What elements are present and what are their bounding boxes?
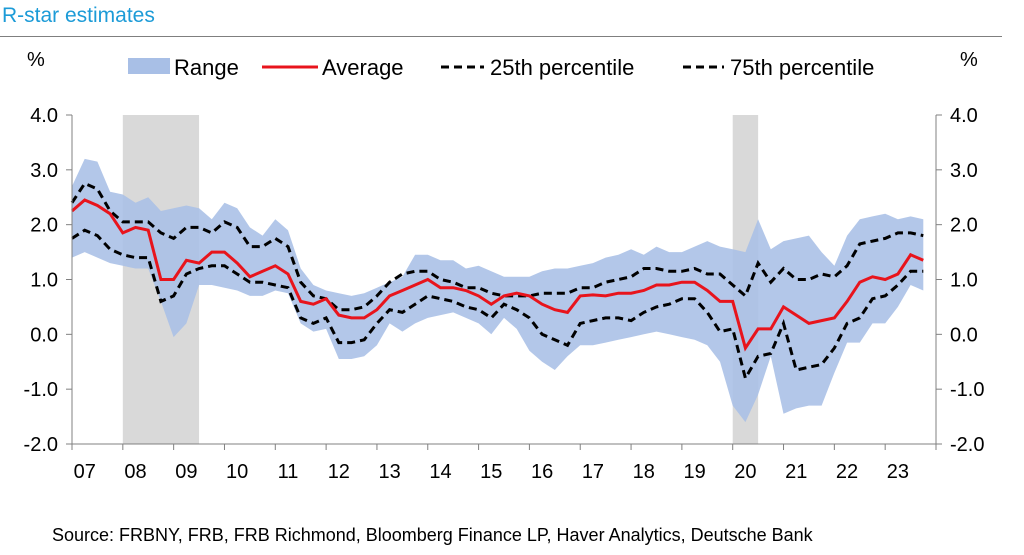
left-unit-label: %	[27, 49, 45, 71]
x-tick-label: 16	[531, 461, 553, 483]
x-tick-label: 21	[785, 461, 807, 483]
left-y-tick-label: 3.0	[30, 160, 58, 182]
right-y-tick-label: 3.0	[950, 160, 978, 182]
legend-label: 75th percentile	[730, 55, 874, 80]
x-tick-label: 14	[429, 461, 451, 483]
left-y-tick-label: -1.0	[24, 379, 58, 401]
x-tick-label: 20	[734, 461, 756, 483]
25th-percentile-line	[71, 228, 924, 383]
chart-title: R-star estimates	[2, 4, 155, 27]
legend-label: Average	[322, 55, 404, 80]
x-tick-label: 11	[278, 461, 299, 483]
right-y-tick-label: 2.0	[950, 215, 978, 237]
x-tick-label: 22	[836, 461, 858, 483]
right-y-tick-label: 4.0	[950, 105, 978, 127]
x-tick-label: 23	[887, 461, 909, 483]
legend-label: Range	[174, 55, 239, 80]
x-tick-label: 12	[328, 461, 350, 483]
x-tick-label: 18	[633, 461, 655, 483]
x-tick-label: 10	[226, 461, 248, 483]
right-y-tick-label: 1.0	[950, 270, 978, 292]
left-y-tick-label: 1.0	[30, 270, 58, 292]
legend-range-swatch	[128, 58, 170, 74]
range-band	[72, 158, 924, 423]
x-tick-label: 15	[480, 461, 502, 483]
x-tick-label: 19	[683, 461, 705, 483]
75th-percentile-line	[70, 181, 924, 312]
x-tick-label: 09	[175, 461, 197, 483]
x-tick-label: 13	[379, 461, 401, 483]
right-y-tick-label: -1.0	[950, 379, 984, 401]
average-line	[71, 198, 924, 352]
legend-label: 25th percentile	[490, 55, 634, 80]
x-tick-label: 07	[74, 461, 96, 483]
right-y-tick-label: -2.0	[950, 434, 984, 456]
left-y-tick-label: 4.0	[30, 105, 58, 127]
right-unit-label: %	[960, 49, 978, 71]
source-note: Source: FRBNY, FRB, FRB Richmond, Bloomb…	[52, 525, 813, 545]
left-y-tick-label: 2.0	[30, 215, 58, 237]
left-y-tick-label: -2.0	[24, 434, 58, 456]
x-tick-label: 08	[124, 461, 146, 483]
left-y-tick-label: 0.0	[30, 324, 58, 346]
x-tick-label: 17	[582, 461, 604, 483]
title-divider	[0, 36, 1002, 37]
right-y-tick-label: 0.0	[950, 324, 978, 346]
